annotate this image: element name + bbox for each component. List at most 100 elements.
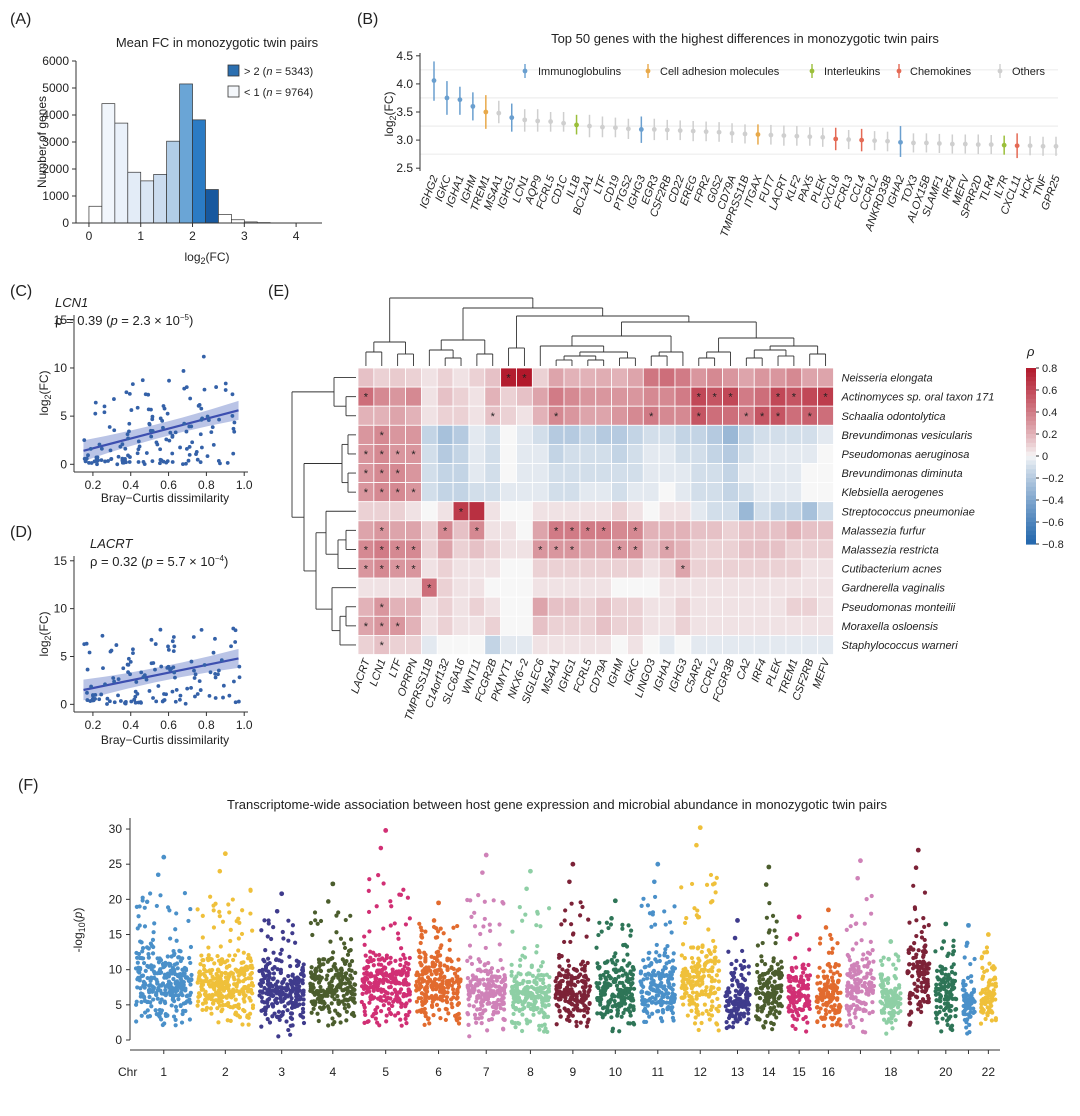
- variant-point: [425, 967, 430, 972]
- variant-point: [423, 1014, 428, 1019]
- variant-point: [792, 990, 797, 995]
- variant-point: [616, 994, 621, 999]
- variant-point: [584, 1024, 590, 1029]
- variant-point: [419, 934, 424, 939]
- variant-point: [228, 938, 233, 944]
- variant-point: [470, 973, 475, 978]
- variant-point: [211, 976, 216, 981]
- heatmap-cell: [690, 367, 708, 388]
- variant-point: [772, 1005, 777, 1010]
- variant-point: [260, 971, 265, 976]
- significance-star: *: [633, 525, 638, 537]
- variant-point: [467, 943, 473, 948]
- variant-point: [729, 1012, 734, 1017]
- column-label: LACRT: [349, 656, 373, 695]
- variant-point: [456, 957, 461, 962]
- variant-point: [519, 1028, 525, 1034]
- variant-point: [681, 967, 686, 972]
- heatmap-cell: [817, 596, 834, 617]
- heatmap-cell: [595, 558, 613, 579]
- variant-point: [714, 875, 719, 881]
- variant-point: [317, 1005, 323, 1010]
- data-point: [133, 700, 138, 705]
- point-fcrl3: [846, 137, 852, 142]
- variant-point: [852, 962, 857, 967]
- variant-point: [710, 1004, 715, 1009]
- heatmap-cell: [468, 386, 486, 407]
- variant-point: [824, 974, 830, 979]
- variant-point: [510, 1003, 516, 1008]
- heatmap-cell: [452, 405, 470, 426]
- variant-point: [708, 872, 714, 878]
- variant-point: [384, 953, 389, 958]
- data-point: [140, 378, 145, 383]
- variant-point: [788, 979, 793, 984]
- heatmap-cell: [563, 577, 581, 598]
- heatmap-cell: [611, 482, 628, 503]
- heatmap-cell: [516, 463, 533, 484]
- x-tick-label: 1.0: [236, 718, 253, 732]
- heatmap-cell: [484, 520, 502, 541]
- heatmap-cell: [468, 635, 486, 655]
- variant-point: [489, 974, 495, 979]
- variant-point: [281, 979, 286, 985]
- variant-point: [626, 988, 631, 993]
- variant-point: [205, 956, 210, 961]
- variant-point: [400, 967, 405, 972]
- variant-point: [746, 964, 751, 969]
- variant-point: [540, 986, 545, 991]
- data-point: [207, 694, 212, 698]
- heatmap-cell: [753, 596, 771, 617]
- variant-point: [608, 922, 614, 927]
- variant-point: [362, 934, 367, 939]
- variant-point: [695, 981, 700, 986]
- variant-point: [419, 928, 424, 933]
- heatmap-cell: [484, 635, 502, 655]
- data-point: [205, 414, 210, 419]
- chromosome-15: [786, 914, 813, 1034]
- panel-a-x-label: log2(FC): [184, 250, 229, 266]
- variant-point: [381, 881, 386, 886]
- variant-point: [833, 987, 838, 992]
- variant-point: [662, 953, 667, 958]
- variant-point: [565, 1008, 570, 1013]
- variant-point: [861, 952, 866, 957]
- panel-b-axes: 2.53.03.54.04.5: [396, 49, 421, 175]
- significance-star: *: [459, 506, 464, 518]
- variant-point: [401, 978, 407, 983]
- variant-point: [716, 1028, 721, 1033]
- variant-point: [669, 998, 674, 1003]
- variant-point: [868, 971, 873, 976]
- legend-gradient-step: [1026, 513, 1036, 519]
- variant-point: [499, 998, 504, 1003]
- variant-point: [714, 973, 719, 978]
- variant-point: [631, 1020, 636, 1026]
- variant-point: [491, 898, 496, 903]
- heatmap-cell: [484, 463, 502, 484]
- variant-point: [377, 1023, 382, 1028]
- heatmap-cell: [563, 386, 581, 407]
- variant-point: [258, 989, 263, 994]
- heatmap-cell: [373, 367, 391, 388]
- variant-point: [778, 970, 784, 976]
- variant-point: [415, 1009, 420, 1014]
- variant-point: [443, 1006, 448, 1012]
- variant-point: [889, 1020, 894, 1025]
- variant-point: [578, 1008, 583, 1013]
- data-point: [237, 675, 242, 680]
- variant-point: [560, 967, 565, 972]
- variant-point: [524, 1017, 529, 1022]
- variant-point: [498, 957, 503, 963]
- variant-point: [215, 992, 220, 997]
- heatmap-cell: [405, 405, 422, 426]
- heatmap-cell: [706, 635, 723, 655]
- y-tick-label: 5: [60, 649, 67, 663]
- variant-point: [581, 974, 587, 979]
- variant-point: [764, 915, 769, 920]
- variant-point: [726, 1002, 731, 1008]
- variant-point: [456, 1021, 462, 1026]
- variant-point: [220, 994, 225, 1000]
- significance-star: *: [570, 525, 575, 537]
- y-tick-label: 0: [62, 216, 69, 230]
